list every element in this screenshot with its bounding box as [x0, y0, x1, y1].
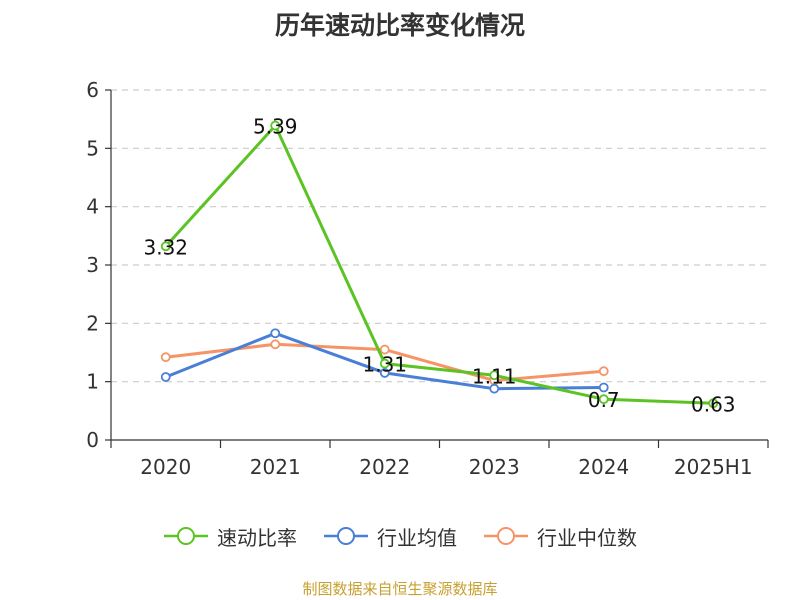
data-point-1 — [270, 328, 281, 339]
y-tick-label: 2 — [86, 311, 99, 335]
grid-lines — [111, 89, 768, 383]
data-point-0 — [270, 120, 281, 131]
legend-label: 行业均值 — [377, 525, 457, 550]
data-point-2 — [270, 339, 281, 350]
data-labels: 3.32 5.39 1.31 1.11 0.7 0.63 — [143, 115, 735, 417]
data-point-1 — [379, 368, 390, 378]
series-lines — [160, 120, 719, 409]
x-tick-label: 2022 — [359, 455, 410, 479]
data-point-0 — [598, 394, 609, 405]
legend-label: 速动比率 — [217, 525, 297, 550]
legend-item-series-1[interactable]: 行业均值 — [323, 522, 457, 551]
x-tick-label: 2021 — [250, 455, 301, 479]
data-point-0 — [160, 241, 171, 252]
data-point-0 — [708, 398, 719, 409]
data-label: 1.31 — [362, 353, 407, 377]
data-point-1 — [160, 372, 171, 382]
data-point-0 — [489, 370, 500, 381]
data-point-1 — [598, 382, 609, 393]
data-point-0 — [379, 358, 390, 369]
y-tick-label: 3 — [86, 253, 99, 277]
data-point-2 — [598, 366, 609, 377]
data-label: 5.39 — [253, 115, 298, 139]
y-tick-label: 0 — [86, 428, 99, 452]
chart-title: 历年速动比率变化情况 — [274, 11, 525, 40]
x-tick-label: 2020 — [140, 455, 191, 479]
x-tick-label: 2023 — [469, 455, 520, 479]
series-line-0 — [164, 124, 714, 405]
data-label: 0.63 — [691, 392, 736, 416]
legend-marker — [497, 527, 515, 545]
data-label: 3.32 — [143, 235, 188, 259]
x-tick-label: 2025H1 — [674, 455, 753, 479]
legend-line-marker-icon — [164, 527, 208, 545]
y-tick-label: 5 — [86, 136, 99, 160]
data-point-2 — [160, 352, 171, 363]
x-tick-label: 2024 — [578, 455, 629, 479]
legend-line-marker-icon — [324, 527, 368, 545]
data-label: 0.7 — [588, 388, 620, 412]
data-point-1 — [489, 383, 500, 394]
legend-label: 行业中位数 — [537, 525, 637, 550]
y-tick-label: 1 — [86, 370, 99, 394]
legend-item-series-2[interactable]: 行业中位数 — [483, 522, 637, 551]
legend-marker — [337, 527, 355, 545]
legend-item-series-0[interactable]: 速动比率 — [163, 522, 297, 551]
axes: 0 1 2 3 4 5 6 2020 2021 2022 2023 2024 2025H1 — [86, 78, 769, 479]
legend: 速动比率 行业均值 行业中位数 — [0, 519, 800, 553]
data-label: 1.11 — [472, 364, 517, 388]
data-source-note: 制图数据来自恒生聚源数据库 — [302, 580, 498, 598]
data-point-2 — [379, 344, 390, 355]
y-tick-label: 4 — [86, 195, 99, 219]
y-tick-label: 6 — [86, 78, 99, 102]
legend-line-marker-icon — [484, 527, 528, 545]
legend-marker — [177, 527, 195, 545]
